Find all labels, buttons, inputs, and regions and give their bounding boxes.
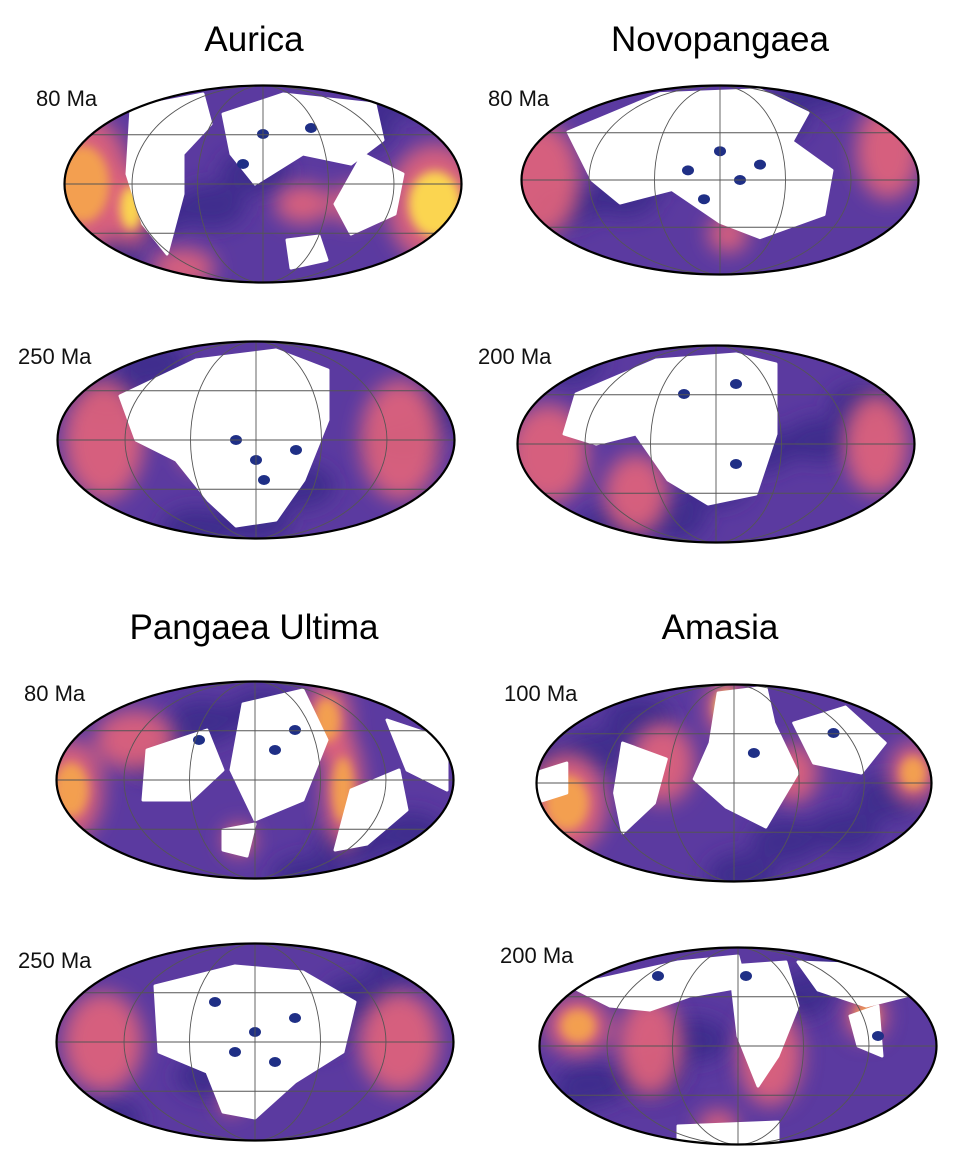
age-label-amasia-2: 200 Ma xyxy=(500,943,574,968)
inland-sea xyxy=(730,379,742,389)
graticule xyxy=(517,345,915,543)
map-outline xyxy=(535,683,933,883)
map-amasia-200 xyxy=(538,946,938,1146)
map-outline xyxy=(55,942,455,1142)
land-mass xyxy=(676,1120,780,1144)
map-outline xyxy=(63,84,463,284)
inland-sea xyxy=(872,1031,884,1041)
map-novopangaea-200 xyxy=(516,344,916,544)
age-label-pangaea-ultima-2: 250 Ma xyxy=(18,948,92,973)
land-mass xyxy=(562,352,778,506)
graticule xyxy=(56,943,454,1141)
inland-sea xyxy=(682,165,694,176)
map-outline xyxy=(56,340,456,540)
map-amasia-100 xyxy=(535,683,933,883)
inland-sea xyxy=(237,159,249,169)
land-mass xyxy=(613,741,668,835)
graticule xyxy=(536,684,932,882)
inland-sea xyxy=(229,1047,241,1057)
map-aurica-250 xyxy=(56,340,456,540)
inland-sea xyxy=(258,475,270,485)
land-mass xyxy=(792,705,887,775)
inland-sea xyxy=(747,748,760,758)
graticule xyxy=(64,85,462,283)
inland-sea xyxy=(740,971,752,981)
map-pangaea-ultima-80 xyxy=(55,680,455,880)
age-label-novopangaea-1: 80 Ma xyxy=(488,86,550,111)
inland-sea xyxy=(698,194,710,205)
inland-sea xyxy=(652,971,664,981)
inland-sea xyxy=(730,459,742,469)
land-mass xyxy=(221,822,257,858)
age-label-aurica-2: 250 Ma xyxy=(18,344,92,369)
map-outline xyxy=(55,680,455,880)
map-novopangaea-80 xyxy=(520,84,920,276)
inland-sea xyxy=(289,725,301,735)
inland-sea xyxy=(827,728,840,738)
age-label-pangaea-ultima-1: 80 Ma xyxy=(24,681,86,706)
land-mass xyxy=(333,768,409,852)
inland-sea xyxy=(678,389,690,399)
scenario-title-novopangaea: Novopangaea xyxy=(611,20,829,59)
inland-sea xyxy=(289,1013,301,1023)
land-mass xyxy=(333,152,405,236)
graticule xyxy=(57,341,455,539)
graticule xyxy=(56,681,454,879)
age-label-aurica-1: 80 Ma xyxy=(36,86,98,111)
map-aurica-80 xyxy=(63,84,463,284)
land-mass xyxy=(118,348,330,528)
age-label-novopangaea-2: 200 Ma xyxy=(478,344,552,369)
land-mass xyxy=(848,1004,884,1058)
age-label-amasia-1: 100 Ma xyxy=(504,681,578,706)
inland-sea xyxy=(269,1057,281,1067)
map-outline xyxy=(520,84,920,276)
inland-sea xyxy=(290,445,302,455)
inland-sea xyxy=(305,123,317,133)
land-mass xyxy=(285,234,329,270)
scenario-title-pangaea-ultima: Pangaea Ultima xyxy=(129,608,379,647)
scenario-title-amasia: Amasia xyxy=(661,608,779,647)
inland-sea xyxy=(754,159,766,170)
map-pangaea-ultima-250 xyxy=(55,942,455,1142)
inland-sea xyxy=(209,997,221,1007)
scenario-title-aurica: Aurica xyxy=(204,20,304,59)
inland-sea xyxy=(269,745,281,755)
graticule xyxy=(521,85,919,275)
map-outline xyxy=(516,344,916,544)
land-mass xyxy=(385,718,449,792)
graticule xyxy=(539,947,937,1145)
map-outline xyxy=(538,946,938,1146)
